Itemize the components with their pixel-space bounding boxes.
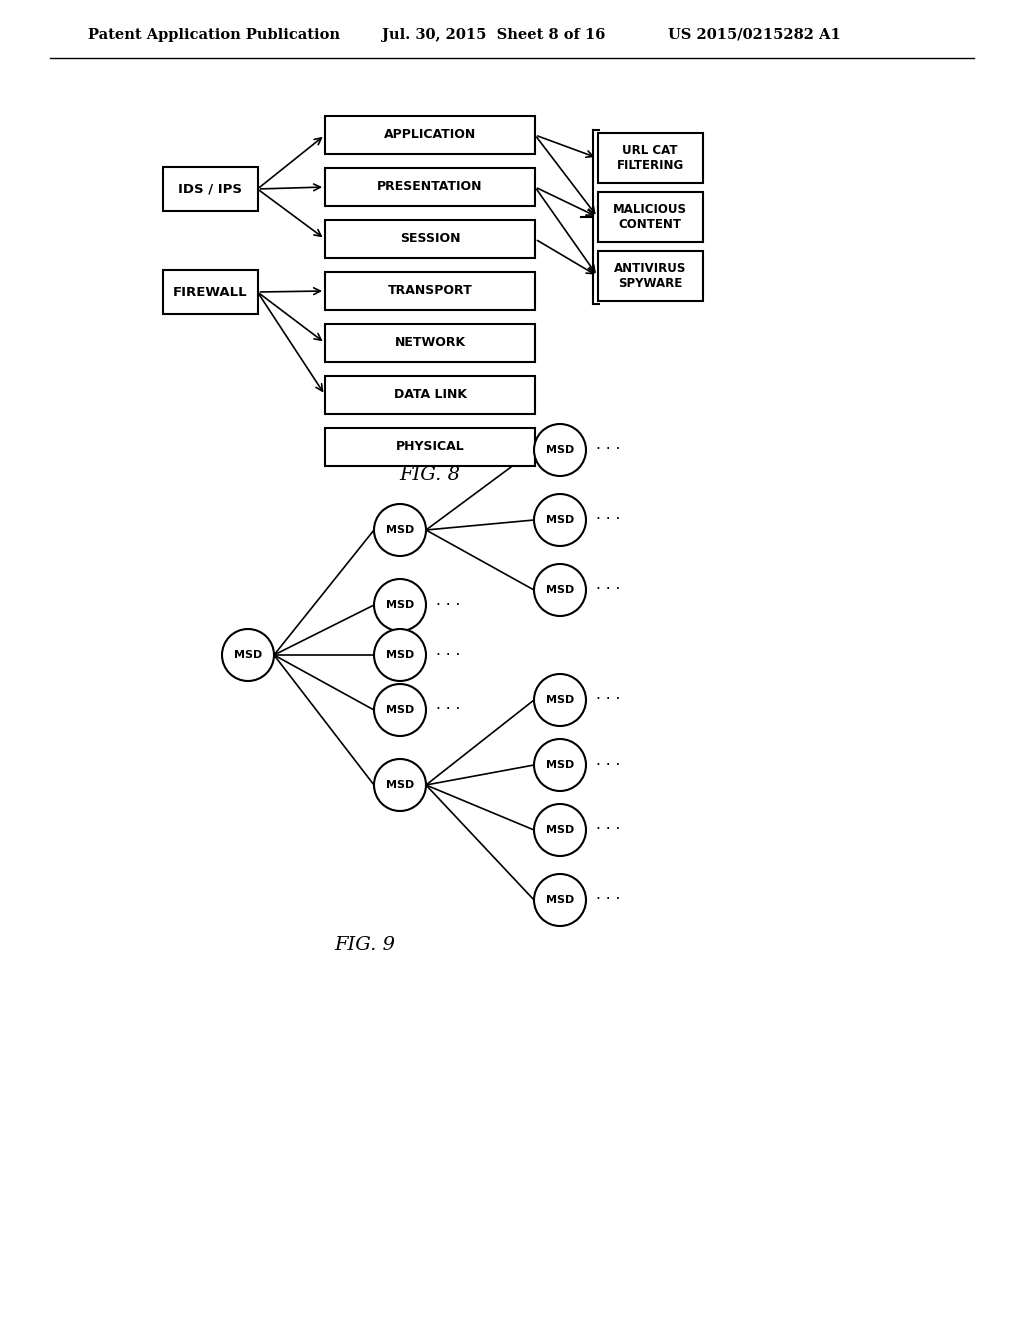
FancyBboxPatch shape	[597, 191, 702, 242]
Circle shape	[374, 579, 426, 631]
Text: PHYSICAL: PHYSICAL	[395, 441, 464, 454]
Text: US 2015/0215282 A1: US 2015/0215282 A1	[668, 28, 841, 42]
Text: · · ·: · · ·	[596, 892, 621, 908]
Text: · · ·: · · ·	[596, 693, 621, 708]
Circle shape	[374, 504, 426, 556]
Text: MSD: MSD	[386, 780, 414, 789]
Text: FIREWALL: FIREWALL	[173, 285, 248, 298]
Text: · · ·: · · ·	[596, 442, 621, 458]
Text: TRANSPORT: TRANSPORT	[388, 285, 472, 297]
Text: · · ·: · · ·	[596, 822, 621, 837]
Text: APPLICATION: APPLICATION	[384, 128, 476, 141]
Circle shape	[222, 630, 274, 681]
Text: · · ·: · · ·	[436, 702, 461, 718]
Circle shape	[374, 630, 426, 681]
Circle shape	[534, 675, 586, 726]
Text: · · ·: · · ·	[436, 598, 461, 612]
FancyBboxPatch shape	[325, 116, 535, 154]
FancyBboxPatch shape	[163, 168, 257, 211]
Text: MALICIOUS
CONTENT: MALICIOUS CONTENT	[613, 203, 687, 231]
Text: MSD: MSD	[546, 445, 574, 455]
Text: MSD: MSD	[546, 515, 574, 525]
Text: Patent Application Publication: Patent Application Publication	[88, 28, 340, 42]
Text: PRESENTATION: PRESENTATION	[377, 181, 482, 194]
Text: URL CAT
FILTERING: URL CAT FILTERING	[616, 144, 684, 172]
Circle shape	[534, 424, 586, 477]
Text: Jul. 30, 2015  Sheet 8 of 16: Jul. 30, 2015 Sheet 8 of 16	[382, 28, 605, 42]
Text: SESSION: SESSION	[399, 232, 460, 246]
Text: MSD: MSD	[546, 696, 574, 705]
Text: · · ·: · · ·	[436, 648, 461, 663]
Text: MSD: MSD	[546, 825, 574, 836]
FancyBboxPatch shape	[597, 251, 702, 301]
Circle shape	[534, 874, 586, 927]
Text: ANTIVIRUS
SPYWARE: ANTIVIRUS SPYWARE	[613, 261, 686, 290]
Text: MSD: MSD	[546, 760, 574, 770]
FancyBboxPatch shape	[325, 428, 535, 466]
FancyBboxPatch shape	[325, 220, 535, 257]
Text: NETWORK: NETWORK	[394, 337, 466, 350]
FancyBboxPatch shape	[325, 376, 535, 414]
FancyBboxPatch shape	[597, 133, 702, 183]
Circle shape	[534, 564, 586, 616]
Text: DATA LINK: DATA LINK	[393, 388, 467, 401]
Text: MSD: MSD	[386, 525, 414, 535]
Text: · · ·: · · ·	[596, 582, 621, 598]
Circle shape	[534, 804, 586, 855]
Text: · · ·: · · ·	[596, 758, 621, 772]
Circle shape	[374, 684, 426, 737]
Circle shape	[374, 759, 426, 810]
Circle shape	[534, 494, 586, 546]
FancyBboxPatch shape	[163, 271, 257, 314]
Text: · · ·: · · ·	[596, 512, 621, 528]
FancyBboxPatch shape	[325, 323, 535, 362]
Text: IDS / IPS: IDS / IPS	[178, 182, 242, 195]
Text: MSD: MSD	[233, 649, 262, 660]
FancyBboxPatch shape	[325, 168, 535, 206]
FancyBboxPatch shape	[325, 272, 535, 310]
Text: FIG. 9: FIG. 9	[335, 936, 395, 954]
Text: MSD: MSD	[546, 895, 574, 906]
Text: FIG. 8: FIG. 8	[399, 466, 461, 484]
Text: MSD: MSD	[386, 649, 414, 660]
Text: MSD: MSD	[546, 585, 574, 595]
Text: MSD: MSD	[386, 705, 414, 715]
Circle shape	[534, 739, 586, 791]
Text: MSD: MSD	[386, 601, 414, 610]
